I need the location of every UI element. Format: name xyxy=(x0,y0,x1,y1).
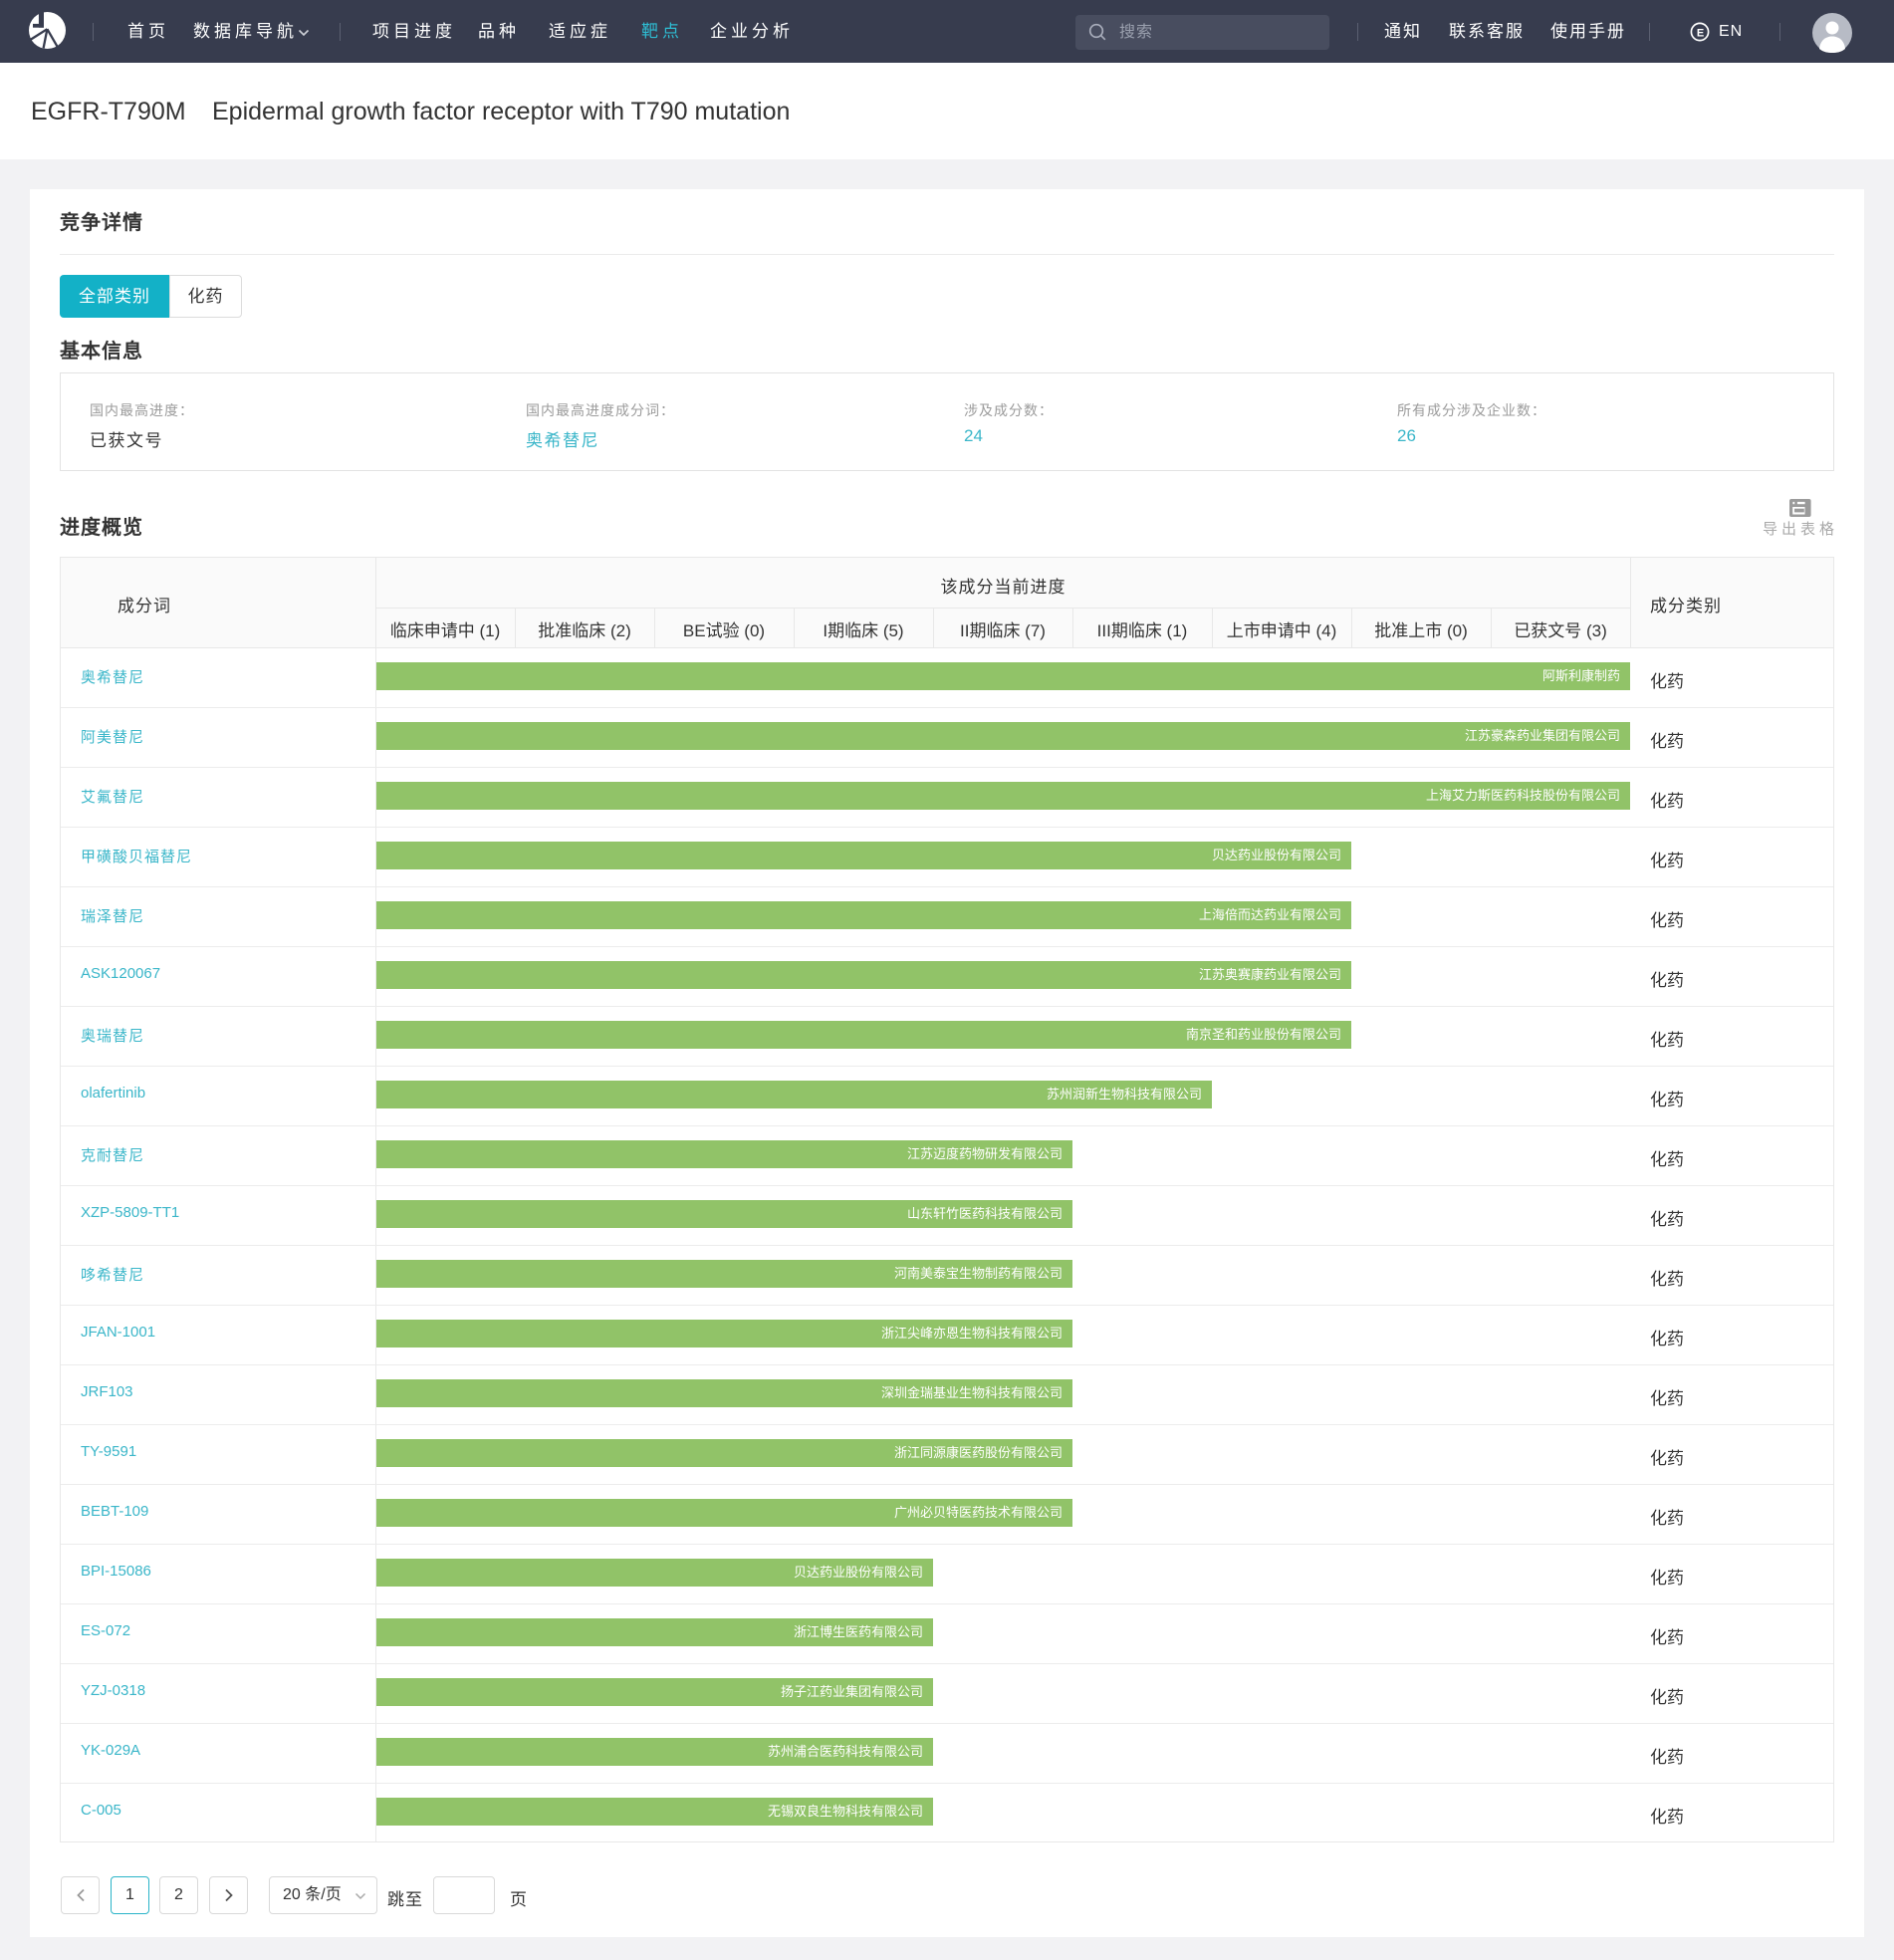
svg-text:E: E xyxy=(1697,28,1704,40)
